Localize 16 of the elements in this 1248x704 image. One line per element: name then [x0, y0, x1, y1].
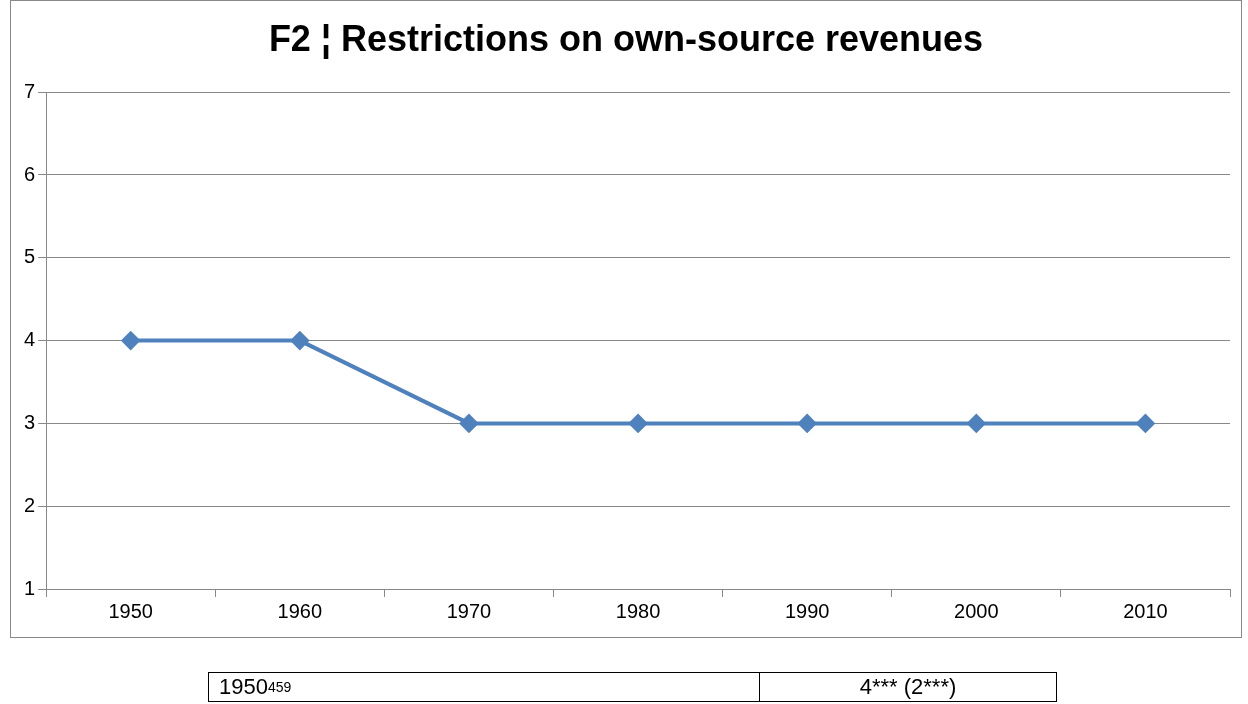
x-tick-label: 2000	[954, 599, 999, 622]
y-tick-label: 5	[24, 245, 36, 268]
y-tick-label: 7	[24, 79, 36, 102]
y-tick-label: 3	[24, 410, 36, 433]
x-tick-label: 1950	[108, 599, 153, 622]
y-tick-label: 4	[24, 328, 36, 351]
chart-title: F2 ¦ Restrictions on own-source revenues	[268, 17, 984, 59]
x-tick-label: 1970	[446, 599, 492, 622]
y-tick-label: 1	[24, 576, 36, 599]
x-tick-label: 1990	[784, 599, 830, 622]
x-tick-label: 1980	[615, 599, 661, 622]
y-tick-label: 6	[24, 162, 36, 185]
x-tick-label: 1960	[277, 599, 323, 622]
text: 4*** (2***)	[858, 673, 958, 701]
y-tick-label: 2	[24, 493, 36, 516]
x-tick-label: 2010	[1123, 599, 1168, 622]
